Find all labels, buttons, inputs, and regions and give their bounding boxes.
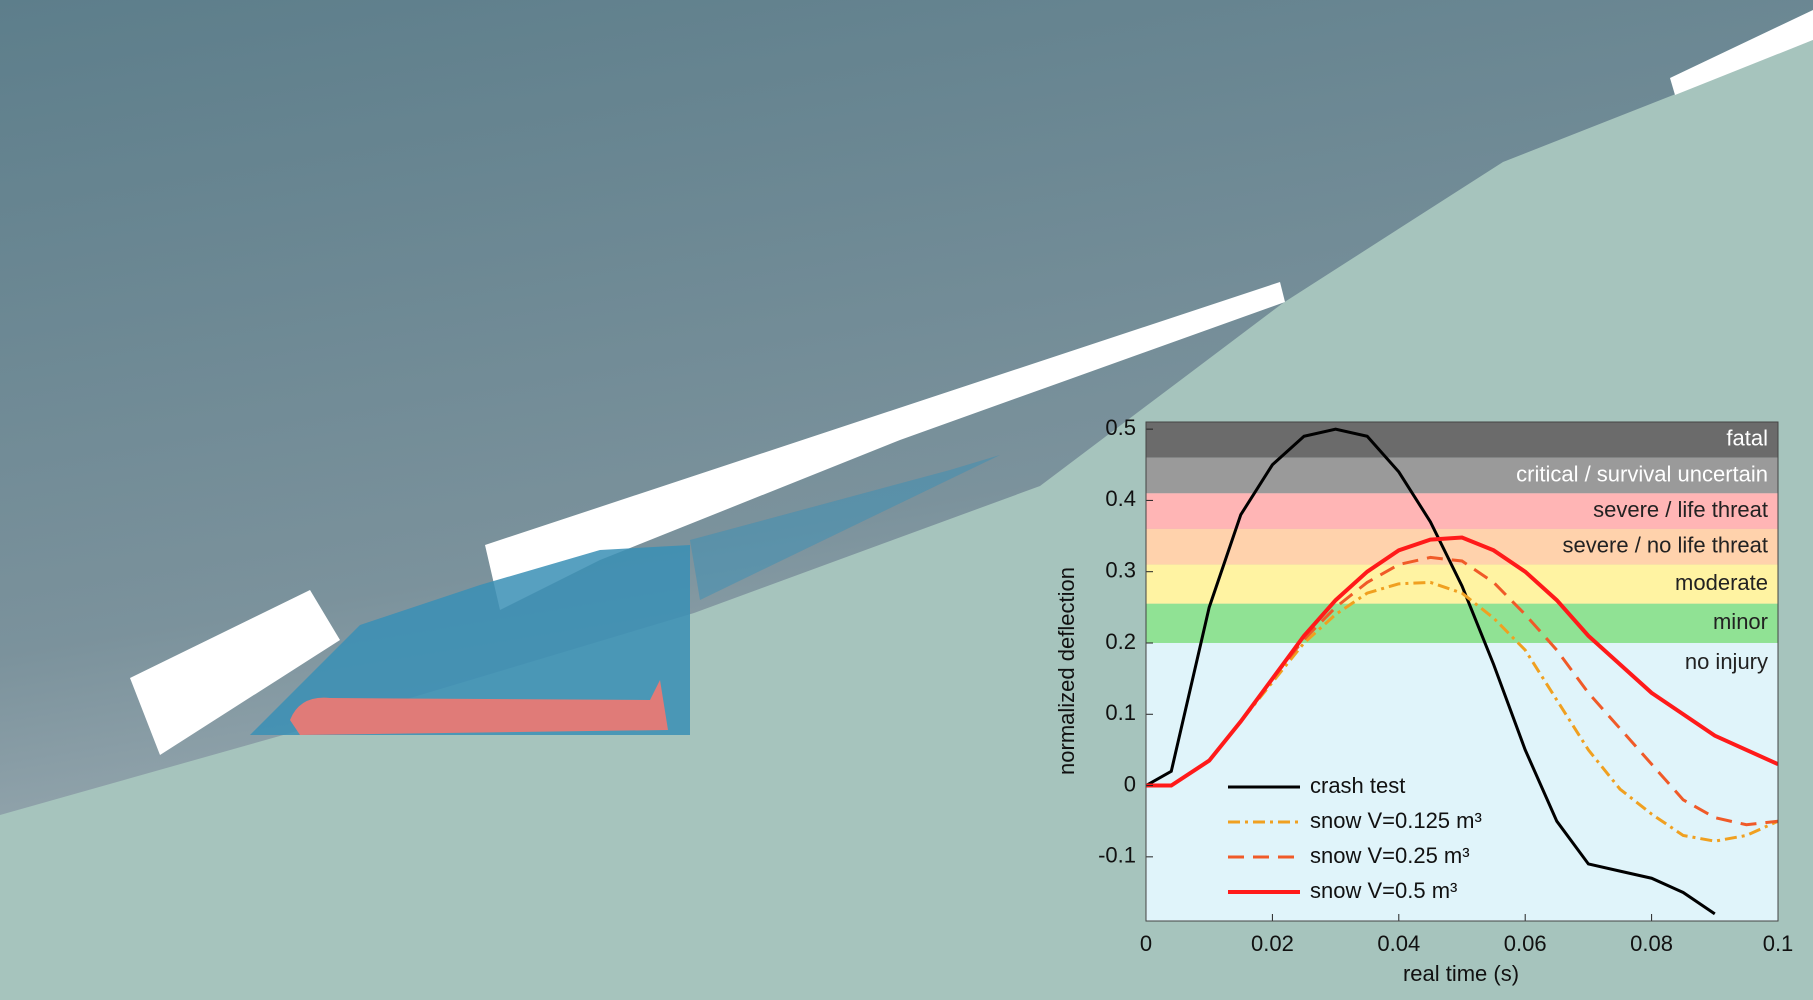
injury-band <box>1146 422 1778 458</box>
series-line <box>1146 535 1778 788</box>
x-axis-label: real time (s) <box>1403 961 1519 986</box>
injury-band <box>1146 457 1778 494</box>
injury-band <box>1146 642 1778 921</box>
plot-area <box>1146 422 1778 921</box>
x-tick-label: 0.08 <box>1630 931 1673 956</box>
x-tick-label: 0.06 <box>1504 931 1547 956</box>
band-label: severe / no life threat <box>1563 533 1768 558</box>
band-label: fatal <box>1726 426 1768 451</box>
legend-label: snow V=0.125 m³ <box>1310 808 1482 833</box>
x-tick-label: 0.04 <box>1377 931 1420 956</box>
y-axis-label: normalized deflection <box>1054 567 1079 775</box>
y-tick-label: -0.1 <box>1098 843 1136 868</box>
legend-label: crash test <box>1310 773 1405 798</box>
x-tick-label: 0.1 <box>1763 931 1794 956</box>
x-tick-label: 0.02 <box>1251 931 1294 956</box>
legend-label: snow V=0.5 m³ <box>1310 878 1457 903</box>
injury-band <box>1146 603 1778 643</box>
band-label: moderate <box>1675 570 1768 595</box>
x-tick-label: 0 <box>1140 931 1152 956</box>
plot-frame <box>1145 421 1779 922</box>
y-tick-label: 0.3 <box>1105 558 1136 583</box>
y-tick-label: 0.4 <box>1105 486 1136 511</box>
injury-band <box>1146 528 1778 565</box>
series-line <box>1146 427 1716 916</box>
band-label: no injury <box>1685 649 1768 674</box>
band-label: severe / life threat <box>1593 497 1768 522</box>
band-label: minor <box>1713 609 1768 634</box>
chart: fatal critical / survival uncertain severe… <box>1098 415 1793 956</box>
series-line <box>1146 580 1778 843</box>
y-tick-label: 0 <box>1124 771 1136 796</box>
y-tick-label: 0.2 <box>1105 629 1136 654</box>
y-tick-label: 0.1 <box>1105 700 1136 725</box>
band-label: critical / survival uncertain <box>1516 461 1768 486</box>
legend-label: snow V=0.25 m³ <box>1310 843 1470 868</box>
y-tick-label: 0.5 <box>1105 415 1136 440</box>
